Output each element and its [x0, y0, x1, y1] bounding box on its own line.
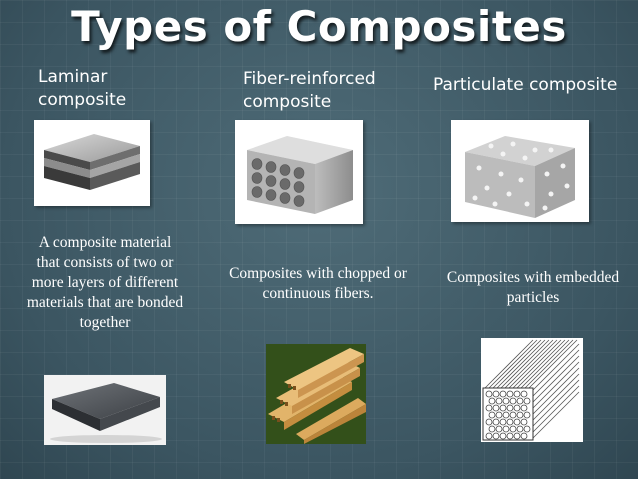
fiber-diagram — [235, 120, 363, 224]
laminar-photo — [44, 375, 166, 445]
slide-title: Types of Composites — [71, 2, 567, 51]
particle-cube-icon — [465, 136, 575, 218]
fiber-bundle-icon — [247, 136, 353, 214]
fiber-photo — [266, 344, 366, 444]
heading-particulate-line1: Particulate composite — [433, 75, 618, 95]
heading-laminar: Laminar composite — [38, 66, 188, 112]
wood-profiles-image — [266, 344, 366, 444]
heading-laminar-line2: composite — [38, 90, 127, 110]
laminar-description: A composite material that consists of tw… — [26, 234, 184, 331]
laminar-layers-icon — [44, 134, 140, 190]
fiber-description: Composites with chopped or continuous fi… — [229, 265, 407, 302]
heading-particulate: Particulate composite — [433, 74, 633, 97]
heading-laminar-line1: Laminar — [38, 67, 108, 87]
particulate-description: Composites with embedded particles — [446, 269, 620, 306]
heading-fiber-line2: composite — [243, 92, 332, 112]
fiber-cross-section-image — [481, 338, 583, 442]
laminar-diagram — [34, 120, 150, 206]
heading-fiber-line1: Fiber-reinforced — [243, 69, 376, 89]
particulate-diagram — [451, 120, 589, 222]
particulate-photo — [481, 338, 583, 442]
heading-fiber: Fiber-reinforced composite — [243, 68, 413, 114]
laminar-slab-image — [50, 383, 162, 443]
